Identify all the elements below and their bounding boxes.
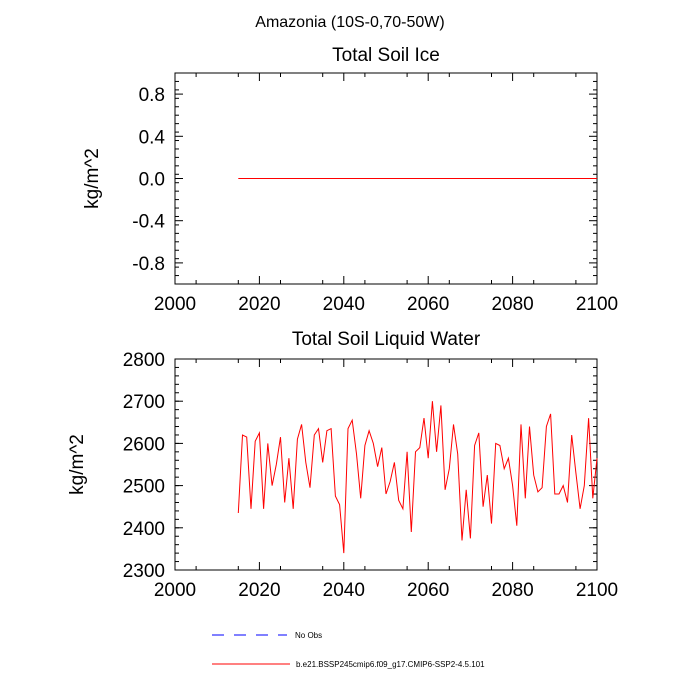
plot-frame <box>174 358 598 571</box>
y-tick-label: 0.4 <box>139 127 166 148</box>
x-tick-label: 2100 <box>576 294 618 315</box>
figure-title: Amazonia (10S-0,70-50W) <box>255 14 444 31</box>
y-axis-label: kg/m^2 <box>67 434 88 495</box>
panel-title: Total Soil Ice <box>332 45 440 66</box>
y-tick-label: 0.0 <box>139 170 165 191</box>
x-tick-label: 2080 <box>491 294 533 315</box>
tick-group: 2000 2020 2040 2060 2080 2100 2300 2400 2500 2600… <box>123 350 618 601</box>
legend-model-label: b.e21.BSSP245cmip6.f09_g17.CMIP6-SSP2-4.… <box>296 660 485 669</box>
series-line <box>237 401 598 554</box>
y-tick-label: 2800 <box>123 350 165 371</box>
panel-total-soil-ice: Total Soil Ice kg/m^2 2000 2020 2040 2060 20… <box>82 45 618 315</box>
y-tick-label: -0.8 <box>132 254 165 275</box>
x-tick-label: 2060 <box>407 294 449 315</box>
y-tick-label: 2300 <box>123 561 165 582</box>
x-tick-label: 2100 <box>576 580 618 601</box>
x-tick-label: 2000 <box>154 294 196 315</box>
x-tick-label: 2040 <box>323 294 365 315</box>
x-tick-label: 2080 <box>491 580 533 601</box>
x-tick-label: 2060 <box>407 580 449 601</box>
legend: No Obs b.e21.BSSP245cmip6.f09_g17.CMIP6-… <box>212 631 485 669</box>
y-tick-label: 2600 <box>123 434 165 455</box>
y-tick-label: 2500 <box>123 477 165 498</box>
x-tick-label: 2020 <box>238 294 280 315</box>
y-tick-label: 2400 <box>123 519 165 540</box>
x-tick-label: 2000 <box>154 580 196 601</box>
series-group <box>237 401 598 554</box>
y-tick-label: -0.4 <box>132 212 165 233</box>
legend-obs-label: No Obs <box>295 631 322 640</box>
y-tick-label: 0.8 <box>139 85 165 106</box>
panel-total-soil-liquid-water: Total Soil Liquid Water kg/m^2 2000 2020 2… <box>67 329 618 601</box>
tick-group: 2000 2020 2040 2060 2080 2100 -0.8 -0.4 0.0 0.4 0.… <box>132 72 618 315</box>
y-tick-label: 2700 <box>123 392 165 413</box>
y-axis-label: kg/m^2 <box>82 148 103 209</box>
panel-title: Total Soil Liquid Water <box>292 329 481 350</box>
x-tick-label: 2020 <box>238 580 280 601</box>
x-tick-label: 2040 <box>323 580 365 601</box>
